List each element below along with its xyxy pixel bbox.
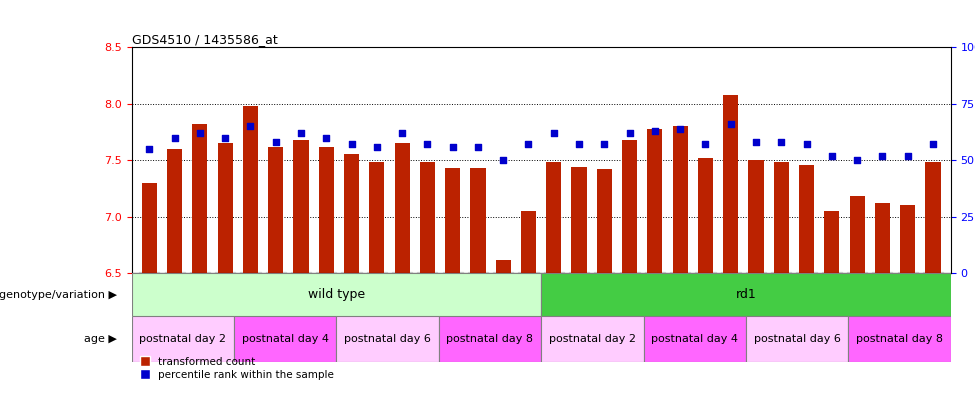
Bar <box>647 129 662 273</box>
Bar <box>749 160 763 273</box>
Point <box>647 128 663 134</box>
Bar <box>799 165 814 273</box>
Point <box>597 141 612 147</box>
Point <box>419 141 435 147</box>
Text: postnatal day 6: postnatal day 6 <box>344 334 431 344</box>
Point <box>192 130 208 136</box>
Text: postnatal day 4: postnatal day 4 <box>651 334 738 344</box>
Point <box>849 157 865 163</box>
Bar <box>900 205 916 273</box>
Text: GDS4510 / 1435586_at: GDS4510 / 1435586_at <box>132 33 277 46</box>
Bar <box>445 168 460 273</box>
Bar <box>597 169 612 273</box>
Legend: transformed count, percentile rank within the sample: transformed count, percentile rank withi… <box>136 353 337 384</box>
Point <box>698 141 714 147</box>
Point <box>344 141 360 147</box>
Text: postnatal day 2: postnatal day 2 <box>549 334 636 344</box>
Point <box>319 134 334 141</box>
Bar <box>546 162 562 273</box>
Bar <box>925 162 941 273</box>
Bar <box>723 95 738 273</box>
Text: postnatal day 6: postnatal day 6 <box>754 334 840 344</box>
Bar <box>293 140 308 273</box>
Point <box>394 130 410 136</box>
Bar <box>470 168 486 273</box>
Bar <box>875 203 890 273</box>
Bar <box>243 106 258 273</box>
Bar <box>132 273 541 316</box>
Point <box>521 141 536 147</box>
Point <box>495 157 511 163</box>
Bar <box>234 316 336 362</box>
Point <box>748 139 763 145</box>
Point <box>875 152 890 159</box>
Bar <box>848 316 951 362</box>
Point <box>243 123 258 129</box>
Bar <box>268 147 284 273</box>
Point <box>799 141 814 147</box>
Bar <box>395 143 409 273</box>
Point <box>445 143 460 150</box>
Text: age ▶: age ▶ <box>84 334 117 344</box>
Bar <box>644 316 746 362</box>
Bar <box>521 211 536 273</box>
Point <box>217 134 233 141</box>
Point <box>900 152 916 159</box>
Text: wild type: wild type <box>308 288 365 301</box>
Point <box>167 134 182 141</box>
Bar <box>319 147 333 273</box>
Bar <box>774 162 789 273</box>
Bar <box>541 273 951 316</box>
Bar <box>541 316 644 362</box>
Point <box>141 146 157 152</box>
Point <box>571 141 587 147</box>
Bar <box>192 124 208 273</box>
Bar <box>132 316 234 362</box>
Point <box>470 143 486 150</box>
Bar <box>673 126 687 273</box>
Bar <box>370 162 384 273</box>
Point <box>722 121 738 127</box>
Point <box>369 143 384 150</box>
Bar <box>167 149 182 273</box>
Point <box>673 125 688 132</box>
Point <box>773 139 789 145</box>
Bar <box>420 162 435 273</box>
Point <box>268 139 284 145</box>
Point <box>925 141 941 147</box>
Bar <box>495 259 511 273</box>
Bar <box>336 316 439 362</box>
Point <box>622 130 638 136</box>
Bar <box>344 154 359 273</box>
Point <box>824 152 839 159</box>
Point <box>293 130 309 136</box>
Text: postnatal day 4: postnatal day 4 <box>242 334 329 344</box>
Bar <box>439 316 541 362</box>
Text: rd1: rd1 <box>735 288 757 301</box>
Text: postnatal day 2: postnatal day 2 <box>139 334 226 344</box>
Bar <box>141 183 157 273</box>
Bar <box>622 140 638 273</box>
Bar <box>849 196 865 273</box>
Bar <box>698 158 713 273</box>
Text: postnatal day 8: postnatal day 8 <box>447 334 533 344</box>
Bar <box>217 143 233 273</box>
Point <box>546 130 562 136</box>
Bar <box>824 211 839 273</box>
Bar <box>571 167 587 273</box>
Text: genotype/variation ▶: genotype/variation ▶ <box>0 290 117 300</box>
Text: postnatal day 8: postnatal day 8 <box>856 334 943 344</box>
Bar <box>746 316 848 362</box>
